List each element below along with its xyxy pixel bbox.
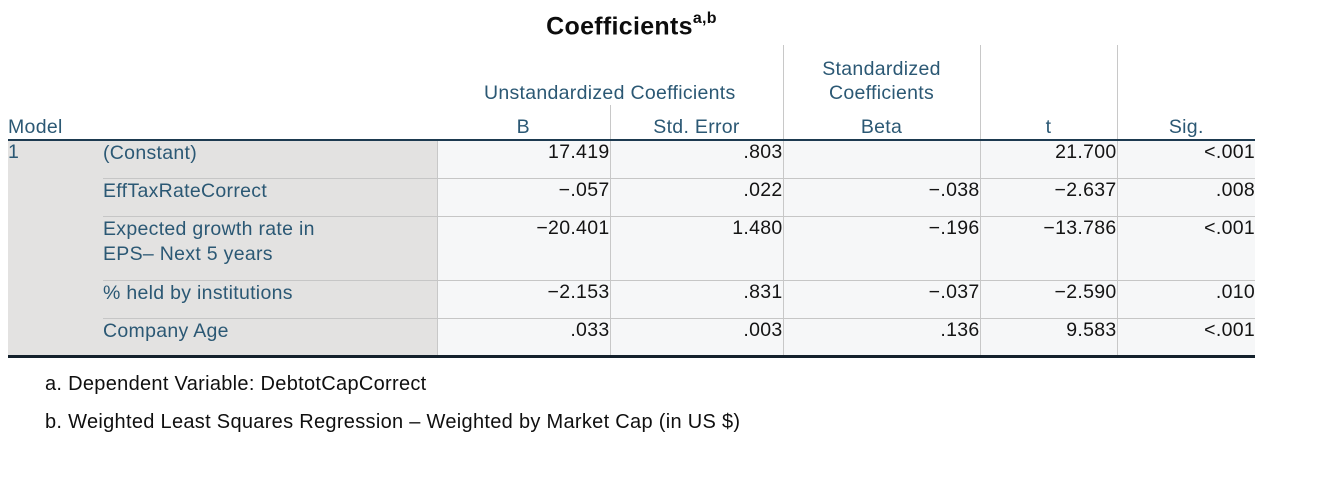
cell-beta: .136: [782, 318, 981, 358]
table-header: Unstandardized Coefficients Standardized…: [8, 45, 1256, 142]
table-row-company-age: Company Age .033 .003 .136 9.583 <.001: [8, 318, 1256, 358]
header-standardized-coefficients: Standardized Coefficients: [782, 45, 981, 106]
row-label: Expected growth rate in EPS– Next 5 year…: [103, 216, 437, 281]
header-t: t: [980, 105, 1118, 142]
row-label: EffTaxRateCorrect: [103, 178, 437, 217]
cell-t: −2.637: [980, 178, 1118, 217]
row-label: (Constant): [103, 140, 437, 179]
header-model: Model: [8, 105, 437, 142]
model-number-cell: 1: [8, 140, 103, 358]
cell-std-error: .803: [609, 140, 784, 179]
cell-beta: [782, 140, 981, 179]
header-beta: Beta: [782, 105, 981, 142]
footnote-a: a. Dependent Variable: DebtotCapCorrect: [45, 372, 427, 395]
header-column-row: Model B Std. Error Beta t Sig.: [8, 105, 1256, 142]
header-std-error: Std. Error: [609, 105, 784, 142]
table-title: Coefficientsa,b: [8, 10, 1255, 41]
cell-b: .033: [436, 318, 610, 358]
cell-t: 9.583: [980, 318, 1118, 358]
row-label: Company Age: [103, 318, 437, 358]
cell-sig: <.001: [1116, 140, 1256, 179]
cell-t: 21.700: [980, 140, 1118, 179]
table-row-expected-growth: Expected growth rate in EPS– Next 5 year…: [8, 216, 1256, 281]
table-body: 1 (Constant) 17.419 .803 21.700 <.001 Ef…: [8, 140, 1256, 358]
footnote-b: b. Weighted Least Squares Regression – W…: [45, 410, 741, 433]
cell-std-error: 1.480: [609, 216, 784, 281]
spss-output-page: Coefficientsa,b Unstandardized Coefficie…: [0, 10, 1338, 484]
cell-t: −2.590: [980, 280, 1118, 319]
header-spacer: [8, 45, 437, 105]
coefficients-table: Unstandardized Coefficients Standardized…: [8, 45, 1256, 358]
table-title-text: Coefficients: [546, 12, 693, 41]
cell-std-error: .831: [609, 280, 784, 319]
table-row-efftaxrate: EffTaxRateCorrect −.057 .022 −.038 −2.63…: [8, 178, 1256, 217]
table-title-superscript: a,b: [692, 10, 717, 27]
cell-beta: −.038: [782, 178, 981, 217]
table-row-held-by-institutions: % held by institutions −2.153 .831 −.037…: [8, 280, 1256, 319]
cell-b: −20.401: [436, 216, 610, 281]
header-group-row: Unstandardized Coefficients Standardized…: [8, 45, 1256, 106]
cell-b: 17.419: [436, 140, 610, 179]
header-spacer-t: [980, 45, 1117, 105]
cell-t: −13.786: [980, 216, 1118, 281]
cell-b: −2.153: [436, 280, 610, 319]
cell-sig: .008: [1116, 178, 1256, 217]
cell-sig: <.001: [1116, 318, 1256, 358]
table-row-constant: 1 (Constant) 17.419 .803 21.700 <.001: [8, 140, 1256, 358]
cell-std-error: .003: [609, 318, 784, 358]
cell-std-error: .022: [609, 178, 784, 217]
header-spacer-sig: [1116, 45, 1256, 106]
cell-beta: −.037: [782, 280, 981, 319]
header-unstandardized-coefficients: Unstandardized Coefficients: [483, 81, 736, 104]
cell-sig: <.001: [1116, 216, 1256, 281]
row-label: % held by institutions: [103, 280, 437, 319]
header-sig: Sig.: [1116, 105, 1256, 142]
cell-beta: −.196: [782, 216, 981, 281]
header-b: B: [437, 105, 610, 142]
cell-sig: .010: [1116, 280, 1256, 319]
cell-b: −.057: [436, 178, 610, 217]
table-footnotes: a. Dependent Variable: DebtotCapCorrect …: [45, 372, 1338, 435]
